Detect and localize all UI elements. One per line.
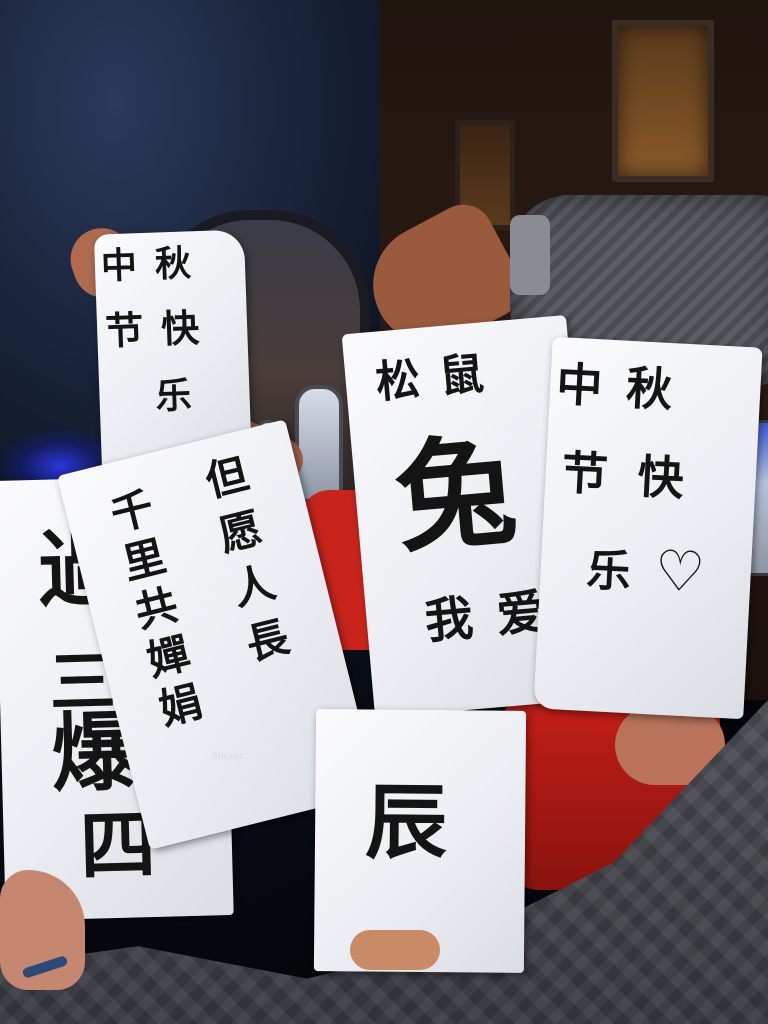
sign-line: 节快 [104,304,218,354]
sign-column: 但愿人長 [194,450,297,680]
sign-column: 千里共嬋娟 [100,484,209,739]
arched-window [295,385,343,503]
sign-line: 辰 [364,774,448,872]
sign-line: 节快 [560,445,715,508]
clothing-sticker: Sticker [212,752,246,798]
sign-line: 中秋 [554,357,698,419]
sign-line: 乐 [154,374,193,418]
hand-bottom-center [350,930,440,970]
sign-line: 松鼠 [373,346,506,409]
sticker-label: Sticker [212,752,243,762]
sign-mid-autumn-right: 中秋 节快 乐 ♡ [533,336,763,720]
building-window-upper [612,20,714,182]
heart-icon: ♡ [653,537,707,606]
sleeve-cuff [510,215,550,295]
sign-main-char: 兔 [390,419,522,571]
sign-line: 中秋 [100,241,210,288]
sign-line: 乐 [585,544,632,599]
